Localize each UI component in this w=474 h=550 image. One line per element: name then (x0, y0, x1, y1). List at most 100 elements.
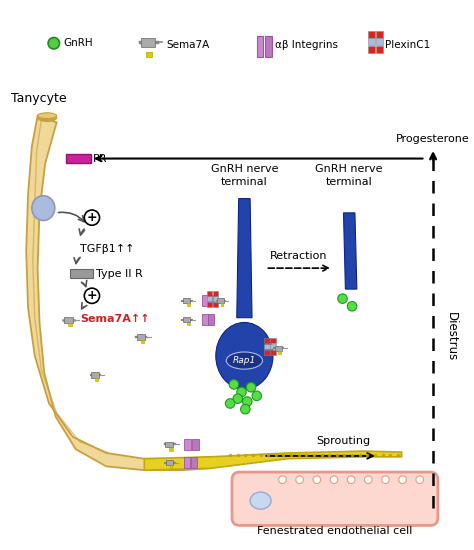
Circle shape (279, 476, 286, 483)
Circle shape (347, 301, 357, 311)
Bar (213, 296, 218, 301)
Bar (141, 340, 144, 343)
Bar (141, 37, 155, 47)
Bar (376, 31, 383, 37)
Circle shape (241, 404, 250, 414)
Bar (368, 46, 375, 53)
Bar (66, 154, 91, 163)
Text: PR: PR (93, 153, 108, 163)
Circle shape (246, 382, 256, 392)
Bar (183, 317, 191, 322)
Bar (191, 458, 197, 468)
Text: Retraction: Retraction (270, 250, 328, 261)
Bar (264, 344, 270, 349)
Bar (201, 295, 208, 306)
Bar (265, 36, 272, 57)
Bar (165, 442, 173, 447)
Circle shape (338, 294, 347, 304)
Text: Progesterone: Progesterone (396, 135, 470, 145)
Text: Diestrus: Diestrus (445, 312, 457, 361)
Text: Tanycyte: Tanycyte (11, 92, 66, 105)
Text: Sema7A: Sema7A (166, 40, 210, 50)
Bar (368, 31, 375, 37)
Text: Sema7A↑↑: Sema7A↑↑ (81, 314, 150, 323)
Bar (187, 322, 190, 326)
Circle shape (233, 394, 243, 404)
Bar (270, 344, 275, 349)
Bar (95, 378, 98, 381)
Circle shape (229, 379, 239, 389)
Circle shape (48, 37, 60, 49)
Circle shape (296, 476, 303, 483)
Circle shape (313, 476, 320, 483)
Text: TGFβ1↑↑: TGFβ1↑↑ (80, 244, 134, 254)
Text: Rap1: Rap1 (233, 356, 256, 365)
Bar (217, 298, 224, 303)
Ellipse shape (250, 492, 271, 509)
Text: Sprouting: Sprouting (316, 436, 370, 447)
Bar (264, 350, 270, 355)
Bar (68, 323, 72, 327)
Bar (376, 46, 383, 53)
Bar (207, 302, 212, 307)
Bar (220, 303, 223, 306)
Bar (207, 296, 212, 301)
Circle shape (330, 476, 338, 483)
Ellipse shape (216, 322, 273, 389)
Polygon shape (26, 116, 211, 470)
Bar (187, 304, 190, 306)
Text: Type II R: Type II R (96, 269, 143, 279)
Bar (91, 372, 99, 377)
Circle shape (399, 476, 406, 483)
Text: GnRH nerve
terminal: GnRH nerve terminal (210, 164, 278, 187)
Text: +: + (87, 289, 97, 302)
Bar (275, 346, 282, 350)
Bar (264, 338, 270, 343)
Bar (270, 338, 275, 343)
Polygon shape (144, 451, 401, 470)
Text: Fenestrated endothelial cell: Fenestrated endothelial cell (257, 526, 412, 536)
Bar (257, 36, 264, 57)
Bar (184, 458, 191, 468)
Bar (213, 291, 218, 296)
Circle shape (365, 476, 372, 483)
Polygon shape (344, 213, 357, 289)
Bar (166, 460, 173, 465)
Text: +: + (87, 211, 97, 224)
Bar (376, 39, 383, 45)
Ellipse shape (32, 196, 55, 221)
Text: GnRH: GnRH (64, 39, 93, 48)
Circle shape (84, 210, 100, 225)
Bar (184, 439, 191, 450)
Circle shape (237, 387, 246, 397)
Circle shape (382, 476, 389, 483)
FancyBboxPatch shape (232, 472, 438, 525)
Ellipse shape (226, 352, 263, 369)
Bar (270, 350, 275, 355)
Bar (201, 315, 208, 324)
Bar (192, 439, 199, 450)
Circle shape (84, 288, 100, 304)
Text: PlexinC1: PlexinC1 (385, 40, 431, 50)
Bar (70, 269, 93, 278)
Circle shape (225, 399, 235, 408)
Bar (209, 315, 214, 324)
Bar (137, 334, 145, 339)
Bar (146, 52, 152, 57)
Bar (213, 302, 218, 307)
Circle shape (243, 397, 252, 406)
Circle shape (347, 476, 355, 483)
Bar (64, 317, 73, 323)
Bar (209, 295, 214, 306)
Text: GnRH nerve
terminal: GnRH nerve terminal (316, 164, 383, 187)
Bar (170, 465, 173, 469)
Bar (169, 448, 173, 451)
Ellipse shape (37, 113, 57, 118)
Bar (368, 39, 375, 45)
Text: αβ Integrins: αβ Integrins (275, 40, 338, 50)
Bar (183, 298, 191, 303)
Bar (278, 351, 281, 354)
Circle shape (252, 391, 262, 400)
Ellipse shape (37, 114, 57, 122)
Circle shape (416, 476, 424, 483)
